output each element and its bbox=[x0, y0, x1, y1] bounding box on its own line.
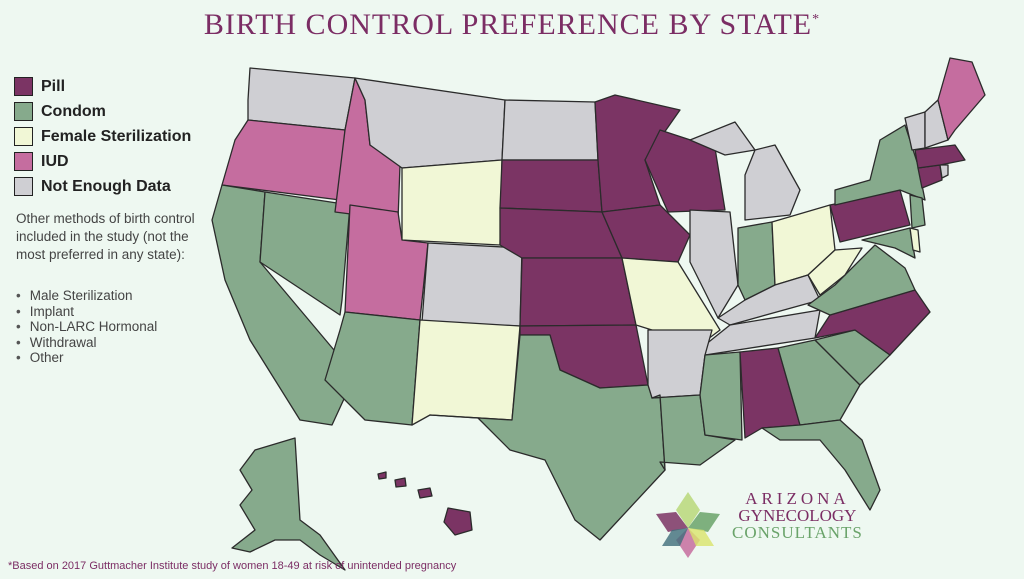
logo-line-3: CONSULTANTS bbox=[732, 523, 863, 542]
list-item: Implant bbox=[16, 304, 157, 320]
state-kansas[interactable] bbox=[519, 257, 637, 327]
state-oregon[interactable] bbox=[221, 119, 346, 201]
state-north-dakota[interactable] bbox=[501, 99, 599, 161]
legend-label: Pill bbox=[41, 77, 66, 95]
legend-item-pill: Pill bbox=[14, 74, 191, 99]
state-virginia[interactable] bbox=[807, 244, 916, 316]
state-minnesota[interactable] bbox=[594, 94, 681, 213]
state-michigan[interactable] bbox=[744, 144, 801, 221]
logo-line-1: ARIZONA bbox=[745, 489, 850, 508]
legend-label: Condom bbox=[41, 102, 106, 120]
legend-label: IUD bbox=[41, 152, 69, 170]
page-title: BIRTH CONTROL PREFERENCE BY STATE* bbox=[203, 8, 821, 41]
state-michigan-up[interactable] bbox=[689, 121, 756, 156]
logo: ARIZONA GYNECOLOGY CONSULTANTS bbox=[650, 490, 862, 560]
legend-swatch bbox=[14, 177, 33, 196]
legend-swatch bbox=[14, 127, 33, 146]
state-georgia[interactable] bbox=[777, 339, 861, 426]
other-methods-list: Male Sterilization Implant Non-LARC Horm… bbox=[16, 288, 158, 366]
legend-swatch bbox=[14, 152, 33, 171]
list-item: Non-LARC Hormonal bbox=[16, 319, 158, 335]
state-florida[interactable] bbox=[761, 419, 881, 511]
state-hawaii-oahu[interactable] bbox=[394, 477, 407, 488]
state-massachusetts[interactable] bbox=[914, 144, 966, 169]
state-wyoming[interactable] bbox=[401, 159, 503, 246]
state-maryland[interactable] bbox=[861, 227, 916, 259]
legend-swatch bbox=[14, 102, 33, 121]
list-item: Withdrawal bbox=[16, 335, 157, 351]
state-iowa[interactable] bbox=[601, 204, 691, 263]
legend-swatch bbox=[14, 77, 33, 96]
state-colorado[interactable] bbox=[421, 242, 523, 327]
legend: Pill Condom Female Sterilization IUD Not… bbox=[14, 74, 191, 199]
legend-item-not-enough-data: Not Enough Data bbox=[14, 174, 191, 199]
state-hawaii[interactable] bbox=[443, 507, 473, 536]
state-mississippi[interactable] bbox=[699, 351, 743, 441]
state-new-mexico[interactable] bbox=[411, 319, 521, 426]
legend-item-iud: IUD bbox=[14, 149, 191, 174]
logo-text: ARIZONA GYNECOLOGY CONSULTANTS bbox=[732, 490, 863, 541]
list-item: Male Sterilization bbox=[16, 288, 157, 304]
legend-label: Female Sterilization bbox=[41, 127, 192, 145]
state-south-dakota[interactable] bbox=[499, 159, 603, 213]
legend-label: Not Enough Data bbox=[41, 177, 171, 195]
legend-item-female-sterilization: Female Sterilization bbox=[14, 124, 191, 149]
logo-line-2: GYNECOLOGY bbox=[738, 506, 857, 525]
state-washington[interactable] bbox=[247, 67, 356, 131]
state-delaware[interactable] bbox=[909, 227, 921, 253]
state-hawaii-kauai[interactable] bbox=[377, 471, 387, 480]
state-new-jersey[interactable] bbox=[909, 194, 926, 229]
other-methods-intro: Other methods of birth control included … bbox=[16, 211, 195, 262]
state-connecticut[interactable] bbox=[917, 164, 943, 189]
legend-item-condom: Condom bbox=[14, 99, 191, 124]
footnote: *Based on 2017 Guttmacher Institute stud… bbox=[8, 560, 457, 572]
state-hawaii-maui[interactable] bbox=[417, 487, 433, 499]
state-rhode-island[interactable] bbox=[939, 164, 949, 179]
state-illinois[interactable] bbox=[689, 209, 739, 319]
logo-mark-icon bbox=[656, 492, 720, 558]
state-alaska[interactable] bbox=[231, 437, 346, 571]
state-texas[interactable] bbox=[429, 334, 666, 541]
state-west-virginia[interactable] bbox=[807, 247, 863, 296]
list-item: Other bbox=[16, 350, 157, 366]
state-maine[interactable] bbox=[937, 57, 986, 141]
